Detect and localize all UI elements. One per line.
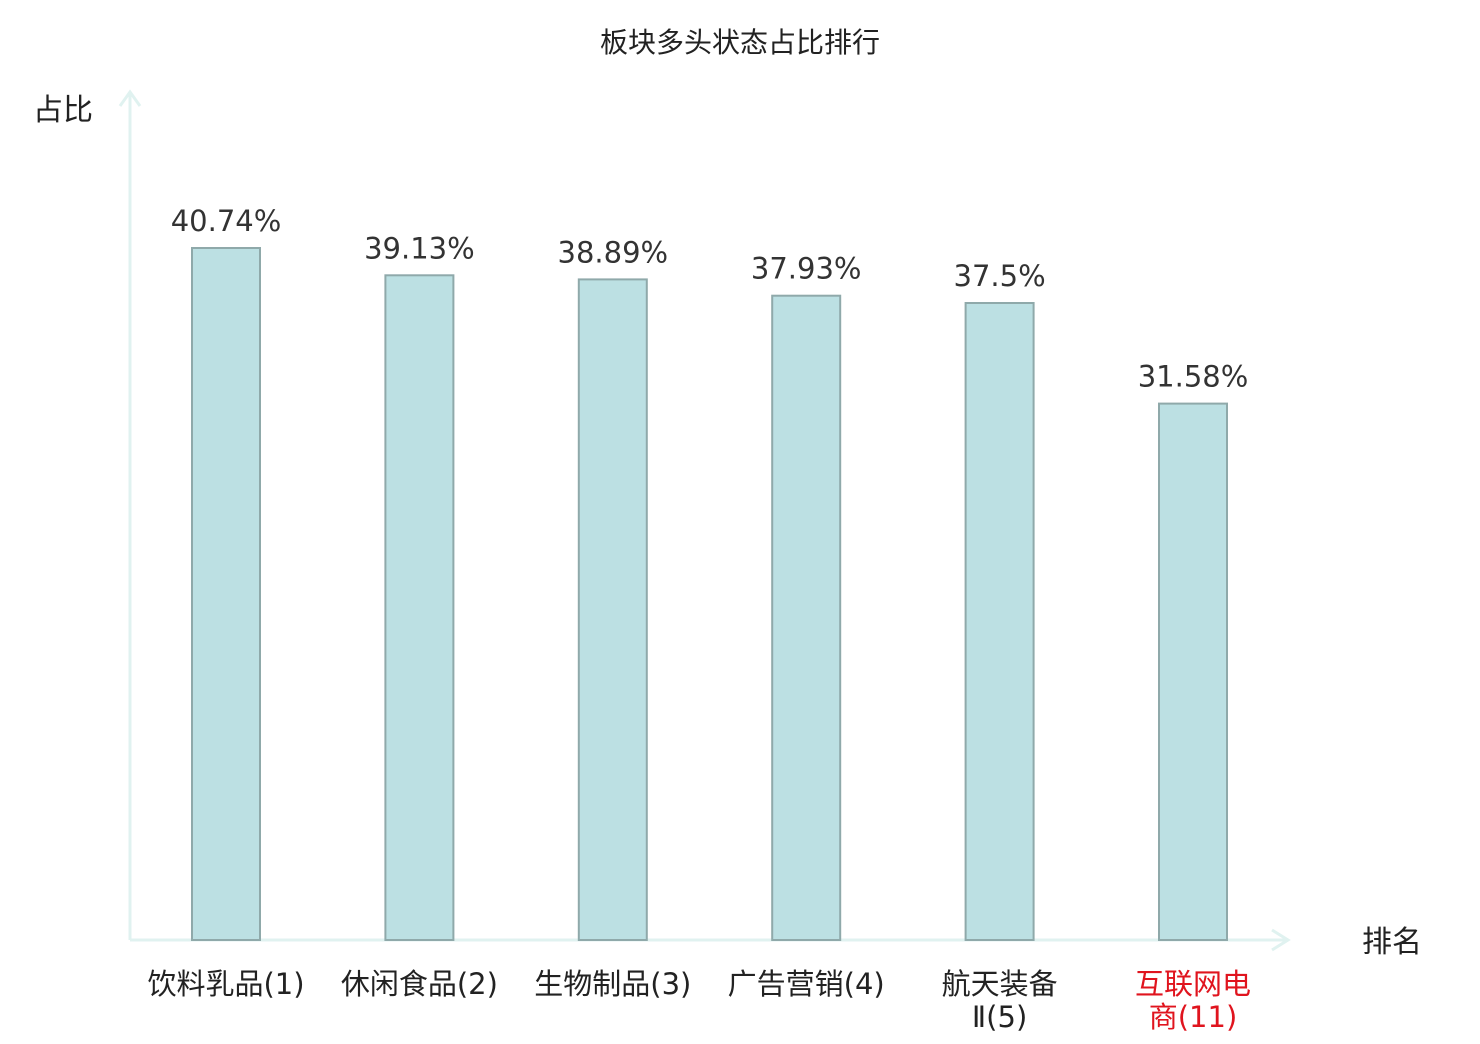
value-label-2: 39.13% (364, 231, 475, 265)
category-label-6-line-2: 商(11) (1149, 1000, 1238, 1034)
category-label-5-line-1: 航天装备 (942, 967, 1058, 1001)
category-label-4: 广告营销(4) (728, 967, 885, 1001)
value-label-3: 38.89% (558, 235, 669, 269)
category-label-6: 互联网电商(11) (1135, 967, 1251, 1034)
category-labels-group: 饮料乳品(1) 休闲食品(2) 生物制品(3) 广告营销(4) 航天装备 Ⅱ(5) 互联网电… (147, 967, 1251, 1034)
bar-3 (577, 278, 648, 941)
y-axis-label: 占比 (33, 93, 93, 128)
value-label-1: 40.74% (171, 204, 282, 238)
category-label-5: 航天装备 Ⅱ(5) (942, 967, 1058, 1034)
category-label-2-line-1: 休闲食品(2) (341, 967, 498, 1001)
bars-group (191, 247, 1228, 942)
value-labels-group: 40.74% 39.13% 38.89% 37.93% 37.5% 31.58% (171, 204, 1249, 394)
x-axis-label: 排名 (1362, 925, 1422, 960)
y-axis-arrowhead (118, 89, 142, 107)
value-label-5: 37.5% (954, 259, 1046, 293)
axes (118, 89, 1291, 952)
category-label-1: 饮料乳品(1) (147, 967, 304, 1001)
chart-title: 板块多头状态占比排行 (600, 26, 880, 59)
bar-2 (384, 274, 455, 941)
category-label-3-line-1: 生物制品(3) (534, 967, 691, 1001)
category-label-6-line-1: 互联网电 (1135, 967, 1251, 1001)
category-label-3: 生物制品(3) (534, 967, 691, 1001)
bar-4 (771, 294, 842, 941)
category-label-1-line-1: 饮料乳品(1) (147, 967, 304, 1001)
value-label-6: 31.58% (1138, 360, 1249, 394)
category-label-4-line-1: 广告营销(4) (728, 967, 885, 1001)
x-axis-arrowhead (1271, 928, 1291, 952)
category-label-2: 休闲食品(2) (341, 967, 498, 1001)
value-label-4: 37.93% (751, 252, 862, 286)
bar-5 (964, 302, 1035, 941)
category-label-5-line-2: Ⅱ(5) (972, 1000, 1027, 1034)
bar-1 (191, 247, 261, 941)
bar-6 (1158, 402, 1228, 942)
